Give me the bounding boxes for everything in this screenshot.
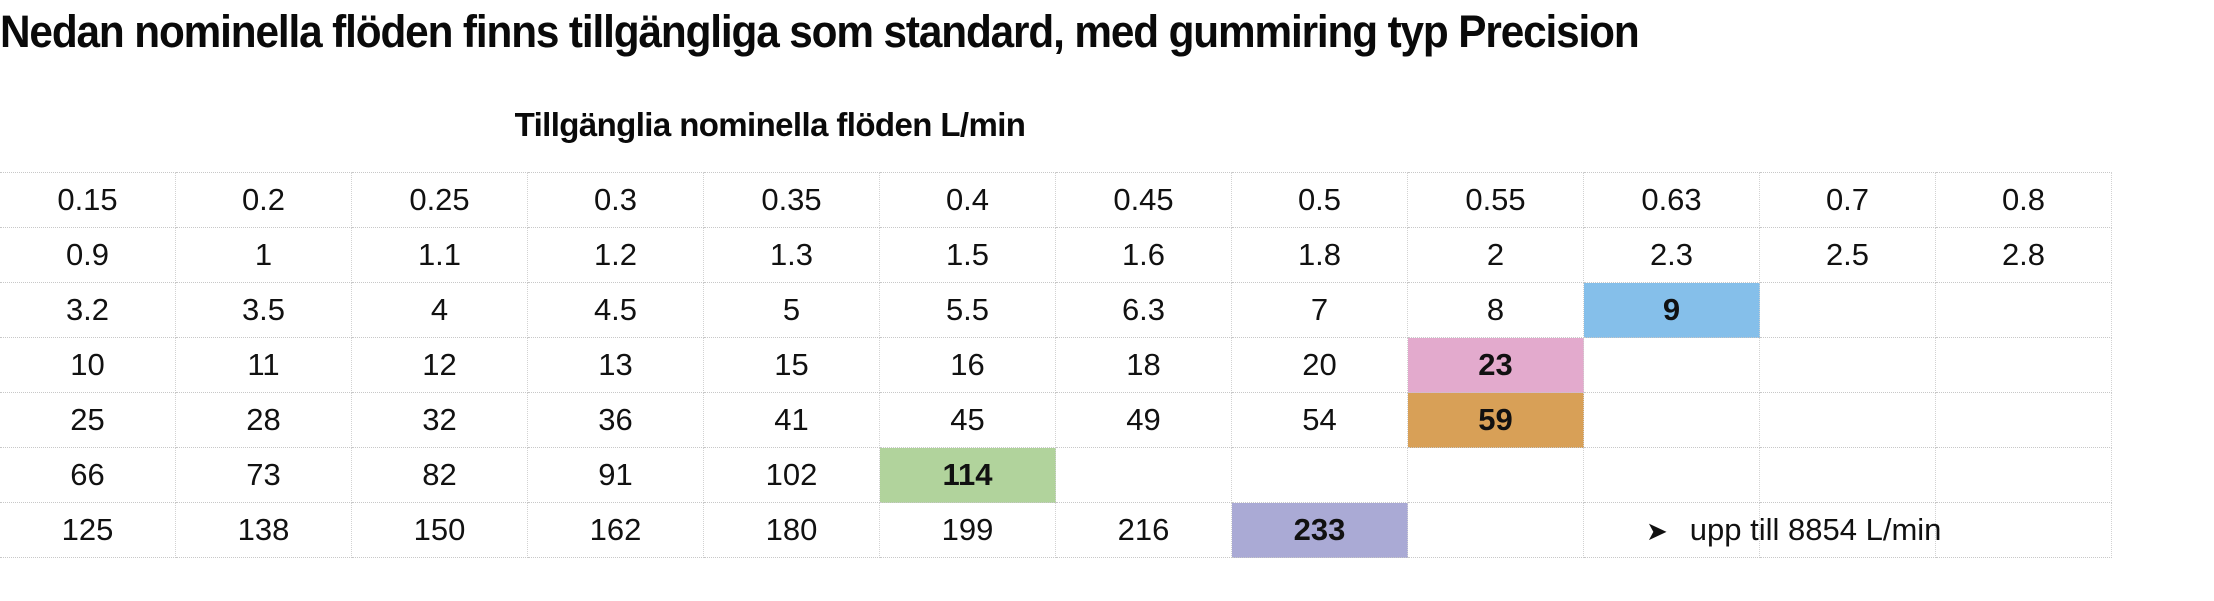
flow-cell: 2.3 [1583,227,1760,283]
flow-cell: 0.9 [0,227,176,283]
flow-cell: 7 [1231,282,1408,338]
flow-cell: 8 [1407,282,1584,338]
table-row: 10 11 12 13 15 16 18 20 23 [0,337,2112,393]
flow-cell: 180 [703,502,880,558]
flow-cell: 4 [351,282,528,338]
flow-cell: 25 [0,392,176,448]
flow-cell: 2 [1407,227,1584,283]
flow-cell: 28 [175,392,352,448]
flow-cell [1759,392,1936,448]
flow-cell: 73 [175,447,352,503]
flow-cell: 6.3 [1055,282,1232,338]
flow-cell [1583,337,1760,393]
flow-cell: 54 [1231,392,1408,448]
flow-cell: 1.8 [1231,227,1408,283]
flow-cell: 10 [0,337,176,393]
flow-cell: 1.6 [1055,227,1232,283]
flow-cell: 216 [1055,502,1232,558]
flow-cell [1055,447,1232,503]
flow-cell: 20 [1231,337,1408,393]
flow-cell: 18 [1055,337,1232,393]
max-flow-text: upp till 8854 L/min [1689,512,1942,547]
table-caption: Tillgänglia nominella flöden L/min [514,106,1026,143]
flow-cell: 49 [1055,392,1232,448]
flow-cell: 0.35 [703,172,880,228]
flow-table: 0.15 0.2 0.25 0.3 0.35 0.4 0.45 0.5 0.55 0.63 0.7 0… [0,172,2112,558]
table-row: 0.15 0.2 0.25 0.3 0.35 0.4 0.45 0.5 0.55 0.63 0.7 0… [0,172,2112,228]
table-row: 66 73 82 91 102 114 [0,447,2112,503]
table-row: 25 28 32 36 41 45 49 54 59 [0,392,2112,448]
table-row: 3.2 3.5 4 4.5 5 5.5 6.3 7 8 9 [0,282,2112,338]
flow-cell [1759,502,1936,558]
flow-cell: 16 [879,337,1056,393]
arrowhead-icon: ➤ [1646,516,1668,546]
flow-cell: 12 [351,337,528,393]
flow-cell: 32 [351,392,528,448]
flow-cell [1407,447,1584,503]
flow-cell [1935,392,2112,448]
highlighted-flow-cell: 233 [1231,502,1408,558]
flow-cell [1759,447,1936,503]
flow-cell: 0.7 [1759,172,1936,228]
flow-cell: 0.8 [1935,172,2112,228]
flow-cell: 1 [175,227,352,283]
flow-cell: 15 [703,337,880,393]
flow-cell: 162 [527,502,704,558]
flow-cell: 1.1 [351,227,528,283]
flow-cell: 2.8 [1935,227,2112,283]
flow-cell: 0.15 [0,172,176,228]
flow-cell: 1.5 [879,227,1056,283]
flow-cell [1583,447,1760,503]
table-row: 125 138 150 162 180 199 216 233 ➤ upp till 8854 L… [0,502,2112,558]
flow-cell: 102 [703,447,880,503]
flow-cell: 0.3 [527,172,704,228]
flow-cell: 45 [879,392,1056,448]
max-flow-note: ➤ upp till 8854 L/min [1583,502,1941,558]
flow-cell: 3.2 [0,282,176,338]
flow-cell: 41 [703,392,880,448]
page-heading: Nedan nominella flöden finns tillgänglig… [0,6,1640,57]
table-row: 0.9 1 1.1 1.2 1.3 1.5 1.6 1.8 2 2.3 2.5 2.8 [0,227,2112,283]
highlighted-flow-cell: 59 [1407,392,1584,448]
flow-cell: 0.5 [1231,172,1408,228]
flow-cell: 82 [351,447,528,503]
flow-cell: 91 [527,447,704,503]
flow-cell: 0.2 [175,172,352,228]
flow-cell [1935,337,2112,393]
flow-cell: 3.5 [175,282,352,338]
flow-cell [1583,392,1760,448]
flow-cell: 36 [527,392,704,448]
flow-cell: 5.5 [879,282,1056,338]
flow-cell: 199 [879,502,1056,558]
flow-cell: 138 [175,502,352,558]
flow-cell: 125 [0,502,176,558]
flow-cell [1935,502,2112,558]
flow-cell [1759,337,1936,393]
flow-cell: 1.3 [703,227,880,283]
flow-cell: 13 [527,337,704,393]
highlighted-flow-cell: 114 [879,447,1056,503]
highlighted-flow-cell: 23 [1407,337,1584,393]
flow-cell: 0.63 [1583,172,1760,228]
flow-cell: 11 [175,337,352,393]
flow-cell [1231,447,1408,503]
flow-cell [1935,447,2112,503]
flow-cell: 0.25 [351,172,528,228]
flow-cell: 0.45 [1055,172,1232,228]
flow-cell: 2.5 [1759,227,1936,283]
highlighted-flow-cell: 9 [1583,282,1760,338]
flow-cell: 0.4 [879,172,1056,228]
flow-cell [1759,282,1936,338]
flow-cell [1935,282,2112,338]
flow-cell: 1.2 [527,227,704,283]
flow-cell: 150 [351,502,528,558]
flow-cell: 5 [703,282,880,338]
flow-cell [1407,502,1584,558]
flow-cell: 0.55 [1407,172,1584,228]
flow-cell: 4.5 [527,282,704,338]
flow-cell: 66 [0,447,176,503]
